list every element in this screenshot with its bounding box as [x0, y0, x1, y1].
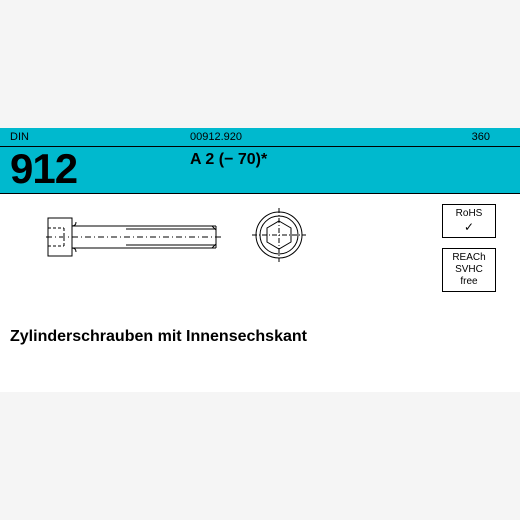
product-description: Zylinderschrauben mit Innensechskant — [10, 328, 307, 346]
reach-line2: SVHC — [443, 264, 495, 276]
page-background: DIN 00912.920 360 912 A 2 (− 70)* — [0, 0, 520, 520]
product-card: DIN 00912.920 360 912 A 2 (− 70)* — [0, 128, 520, 392]
reach-line3: free — [443, 276, 495, 288]
diagram-area: RoHS ✓ REACh SVHC free — [0, 194, 520, 314]
rohs-label: RoHS — [443, 208, 495, 220]
standard-label: DIN — [10, 131, 29, 143]
ref-number: 360 — [472, 131, 490, 143]
material-spec: A 2 (− 70)* — [190, 151, 267, 169]
main-row: 912 A 2 (− 70)* — [0, 146, 520, 194]
header-bar: DIN 00912.920 360 — [0, 128, 520, 146]
rohs-badge: RoHS ✓ — [442, 204, 496, 238]
product-code: 00912.920 — [190, 131, 242, 143]
reach-line1: REACh — [443, 252, 495, 264]
check-icon: ✓ — [443, 220, 495, 234]
din-number: 912 — [10, 145, 77, 193]
screw-front-view-icon — [250, 206, 308, 264]
screw-side-view-icon — [46, 212, 226, 272]
reach-badge: REACh SVHC free — [442, 248, 496, 292]
